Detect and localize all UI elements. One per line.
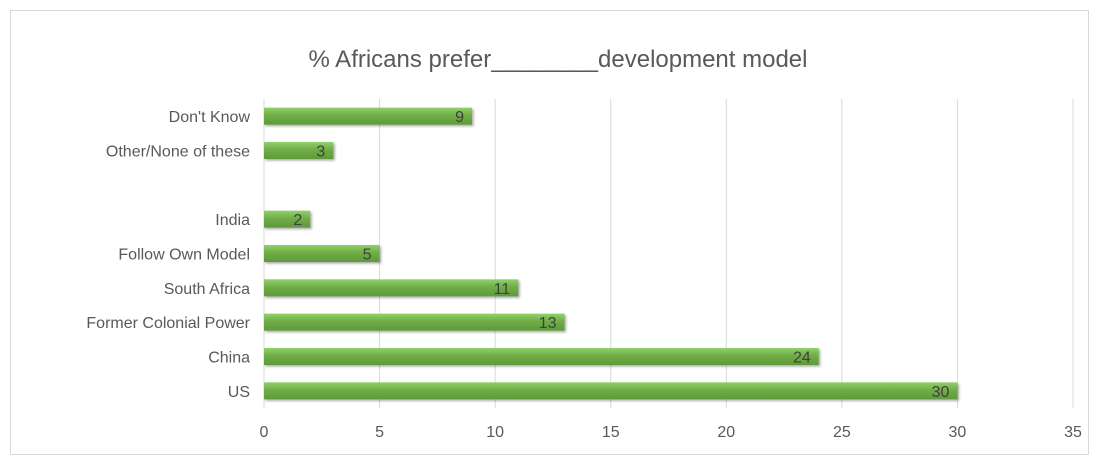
bar	[264, 382, 958, 400]
gridlines	[263, 99, 1074, 408]
x-tick-label: 35	[1064, 424, 1082, 441]
category-label: Other/None of these	[106, 144, 250, 161]
x-tick-label: 25	[833, 424, 851, 441]
category-label: China	[208, 350, 250, 367]
bar	[264, 107, 473, 125]
bar	[264, 348, 819, 365]
data-label: 24	[793, 350, 811, 367]
bar-chart: % Africans prefer________development mod…	[86, 46, 1082, 441]
bar	[264, 245, 380, 262]
x-axis-ticks: 0 5 10 15 20 25 30 35	[260, 424, 1082, 441]
data-label: 30	[932, 384, 950, 401]
chart-frame: % Africans prefer________development mod…	[10, 10, 1089, 455]
category-label: Former Colonial Power	[86, 315, 250, 332]
data-label: 11	[494, 281, 511, 298]
category-label: Don't Know	[169, 109, 251, 126]
x-tick-label: 30	[949, 424, 967, 441]
bar	[264, 279, 519, 297]
x-tick-label: 5	[375, 424, 384, 441]
data-label: 2	[293, 212, 302, 229]
x-tick-label: 10	[486, 424, 504, 441]
data-label: 5	[363, 247, 372, 264]
data-label: 13	[539, 315, 557, 332]
category-label: US	[228, 384, 250, 401]
x-tick-label: 20	[717, 424, 735, 441]
data-label: 9	[455, 109, 464, 126]
bar	[264, 210, 311, 228]
category-labels: Don't Know Other/None of these India Follow…	[86, 109, 250, 401]
x-tick-label: 15	[602, 424, 620, 441]
category-label: Follow Own Model	[118, 247, 250, 264]
category-label: South Africa	[164, 281, 250, 298]
category-label: India	[215, 212, 250, 229]
bars: 9 3 2 5 11 13 24 30	[264, 107, 958, 401]
chart-title: % Africans prefer________development mod…	[309, 46, 808, 73]
x-tick-label: 0	[260, 424, 269, 441]
bar	[264, 313, 565, 331]
bar	[264, 142, 334, 159]
data-label: 3	[316, 144, 325, 161]
